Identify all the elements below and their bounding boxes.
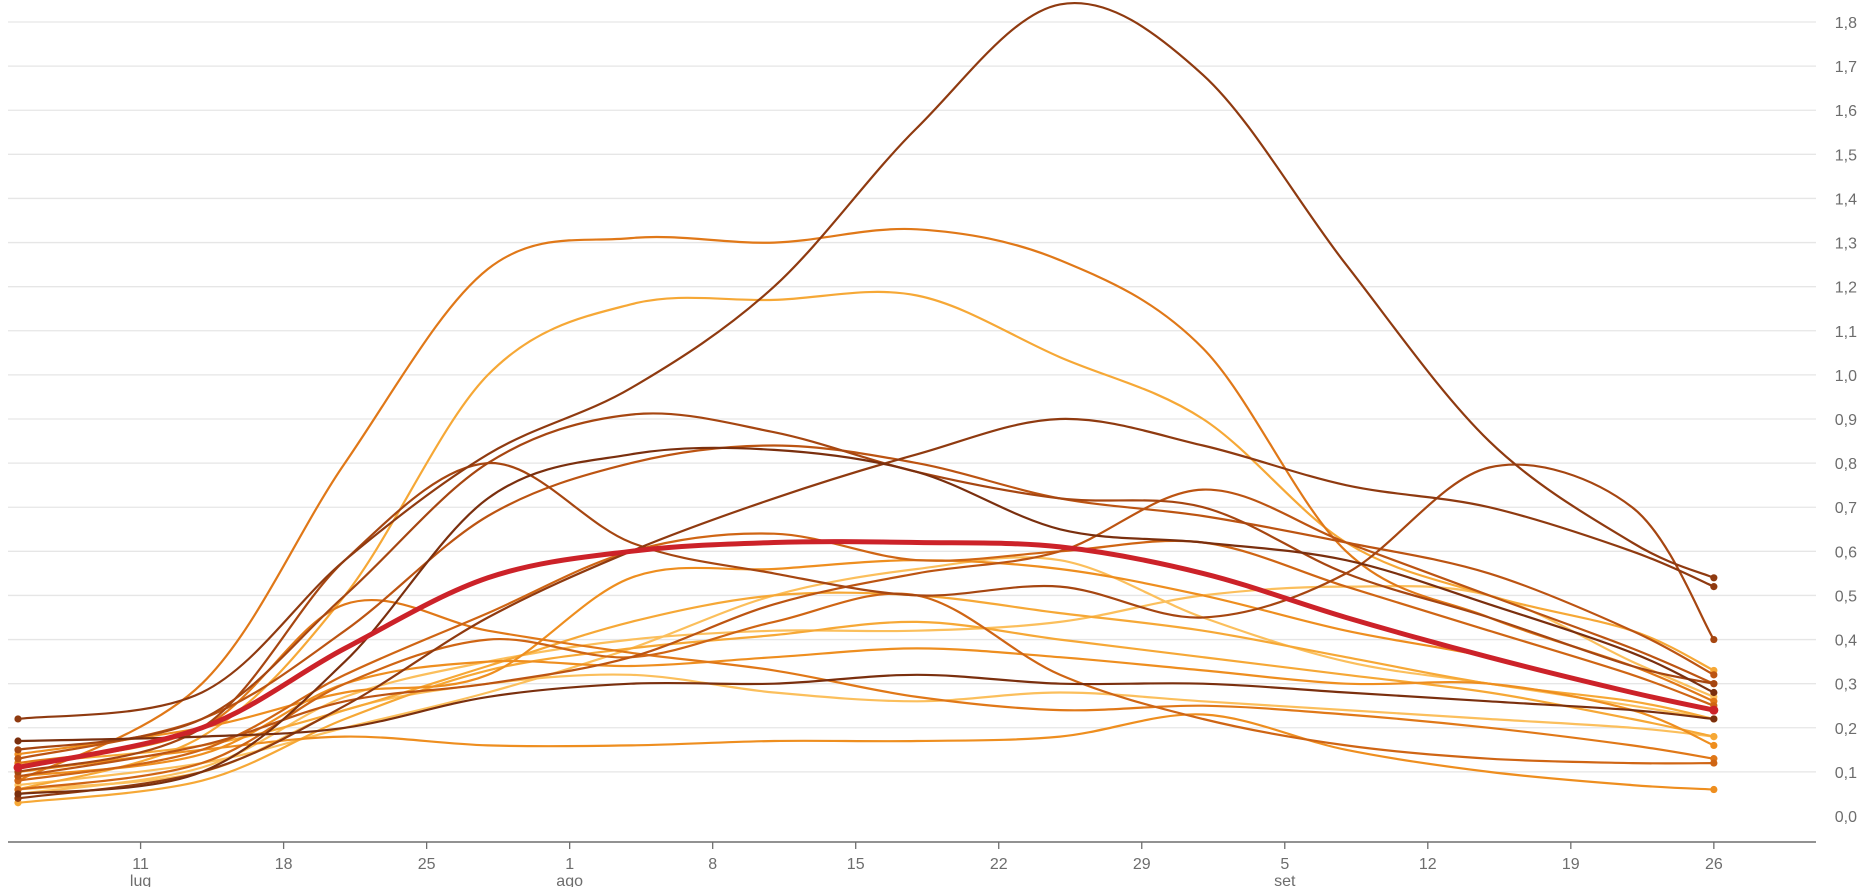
series-start-point	[14, 755, 22, 763]
y-tick-label: 1,3	[1835, 236, 1857, 253]
y-tick-label: 1,0	[1835, 368, 1857, 385]
series-start-point	[14, 715, 22, 723]
y-tick-label: 0,8	[1835, 456, 1857, 473]
series-line	[16, 444, 1715, 760]
series-line	[16, 417, 1715, 800]
x-tick-label: 8	[708, 856, 717, 873]
series-end-point	[1710, 688, 1718, 697]
x-tick-label: 22	[990, 856, 1008, 873]
y-tick-label: 1,1	[1835, 324, 1857, 341]
highlight-series-line	[15, 539, 1717, 770]
x-tick-label: 29	[1133, 856, 1151, 873]
series-line	[16, 673, 1715, 743]
y-tick-label: 0,9	[1835, 412, 1857, 429]
y-tick-label: 0,5	[1835, 588, 1857, 605]
x-tick-label: 18	[275, 856, 293, 873]
y-tick-label: 1,2	[1835, 280, 1857, 297]
series-end-point	[1710, 759, 1718, 767]
x-tick-label: 15	[847, 856, 865, 873]
y-tick-label: 0,1	[1835, 765, 1857, 782]
x-month-label: set	[1274, 873, 1296, 887]
y-tick-label: 1,8	[1835, 15, 1857, 32]
series-start-point	[13, 762, 23, 772]
series-line	[16, 620, 1715, 804]
series-end-point	[1710, 785, 1718, 794]
series-line	[16, 461, 1715, 773]
x-tick-label: 12	[1419, 856, 1437, 873]
y-tick-label: 0,6	[1835, 544, 1857, 561]
series-line	[16, 673, 1715, 791]
x-tick-label: 26	[1705, 856, 1723, 873]
series-end-point	[1709, 705, 1719, 715]
series-end-point	[1710, 635, 1718, 644]
series-line	[16, 556, 1715, 787]
x-tick-label: 1	[565, 856, 574, 873]
series-line	[16, 227, 1715, 782]
y-tick-label: 1,7	[1835, 59, 1857, 76]
x-tick-label: 11	[132, 856, 149, 873]
x-month-label: lug	[130, 873, 151, 887]
x-tick-label: 19	[1562, 856, 1580, 873]
series-line	[16, 488, 1715, 778]
y-tick-label: 0,0	[1835, 809, 1857, 826]
y-tick-label: 1,5	[1835, 147, 1857, 164]
series-end-point	[1710, 715, 1718, 723]
y-tick-label: 0,4	[1835, 633, 1857, 650]
series-line	[16, 647, 1715, 778]
series-start-point	[14, 790, 22, 798]
gridlines	[8, 21, 1816, 773]
x-tick-label: 5	[1280, 856, 1289, 873]
series-line	[16, 446, 1715, 795]
series-start-point	[14, 746, 22, 754]
series-line	[16, 532, 1715, 782]
series-line	[16, 2, 1715, 721]
x-tick-label: 25	[418, 856, 436, 873]
y-tick-label: 0,2	[1835, 721, 1857, 738]
series-line	[16, 713, 1715, 791]
series-end-point	[1710, 741, 1718, 750]
y-tick-label: 0,3	[1835, 677, 1857, 694]
series-start-point	[14, 737, 22, 745]
y-tick-label: 1,6	[1835, 103, 1857, 120]
series-end-point	[1710, 671, 1718, 679]
series-end-point	[1710, 680, 1718, 688]
x-month-label: ago	[556, 873, 583, 887]
series-end-point	[1710, 574, 1718, 582]
series-lines	[13, 2, 1719, 807]
y-axis-labels: 0,0 0,1 0,2 0,3 0,4 0,5 0,6 0,7 0,8 0,9 1,0 1,1 1,2 1…	[1835, 15, 1857, 826]
series-end-point	[1710, 583, 1718, 591]
y-tick-label: 0,7	[1835, 500, 1857, 517]
y-tick-label: 1,4	[1835, 191, 1857, 208]
series-end-point	[1710, 733, 1718, 741]
